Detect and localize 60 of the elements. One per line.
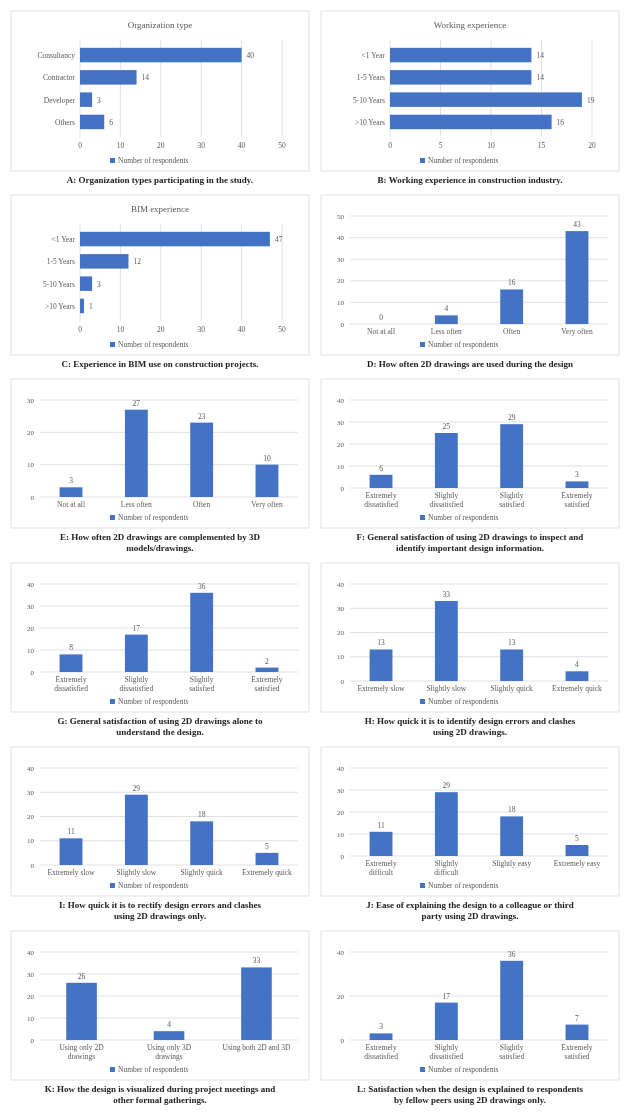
bar <box>255 852 279 865</box>
bar <box>59 654 83 672</box>
text: D: How often 2D drawings are used during the design <box>366 359 574 369</box>
bar <box>565 231 589 324</box>
bar <box>390 70 532 85</box>
bar <box>241 967 272 1040</box>
bar <box>369 649 393 681</box>
bar <box>80 276 93 291</box>
bar <box>500 960 524 1040</box>
bar <box>500 424 524 488</box>
bar <box>59 487 83 497</box>
bar <box>80 231 270 247</box>
bar <box>500 289 524 324</box>
chart-title: Working experience <box>433 20 507 30</box>
bar <box>390 47 532 63</box>
text: A: Organization types participating in the study. <box>66 175 254 185</box>
bar <box>124 794 148 865</box>
bar <box>80 47 242 63</box>
text: B: Working experience in construction industry. <box>377 175 563 185</box>
text: J: Ease of explaining the design to a colleague or third party using 2D drawings. <box>366 900 574 921</box>
bar <box>80 298 85 314</box>
bar <box>255 464 279 497</box>
bar <box>369 831 393 856</box>
bar <box>565 481 589 488</box>
text: C: Experience in BIM use on construction projects. <box>61 359 259 369</box>
bar <box>369 1033 393 1040</box>
bar <box>434 315 458 324</box>
bar <box>190 592 214 672</box>
chart-title: Organization type <box>127 20 193 30</box>
bar <box>153 1031 185 1040</box>
bar <box>434 1002 458 1040</box>
bar <box>80 114 105 130</box>
bar <box>390 114 552 130</box>
chart-title: BIM experience <box>130 204 190 214</box>
bar <box>565 1024 589 1040</box>
text: K: How the design is visualized during project meetings and other formal gatherings. <box>44 1084 276 1105</box>
bar <box>434 792 458 856</box>
text: E: How often 2D drawings are complemented by 3D models/drawings. <box>60 532 261 553</box>
text: I: How quick it is to rectify design errors and clashes using 2D drawings only. <box>58 900 262 921</box>
bar <box>124 409 148 497</box>
bar <box>434 433 458 488</box>
bar <box>66 982 97 1040</box>
bar <box>80 254 129 269</box>
bar <box>434 600 458 681</box>
bar <box>565 845 589 856</box>
bar <box>59 838 83 865</box>
bar <box>500 649 524 681</box>
bar <box>80 92 93 107</box>
bar <box>390 92 582 107</box>
bar <box>369 474 393 488</box>
text: H: How quick it is to identify design errors and clashes using 2D drawings. <box>364 716 576 737</box>
text: F: General satisfaction of using 2D drawings to inspect and identify important design information. <box>356 532 584 553</box>
bar <box>80 70 137 85</box>
bar <box>190 821 214 865</box>
bar <box>500 816 524 856</box>
bar <box>190 422 214 497</box>
text: G: General satisfaction of using 2D drawings alone to understand the design. <box>57 716 263 737</box>
text: L: Satisfaction when the design is explained to respondents by fellow peers using 2D drawings only. <box>357 1084 584 1105</box>
bar <box>124 634 148 672</box>
bar <box>565 671 589 681</box>
